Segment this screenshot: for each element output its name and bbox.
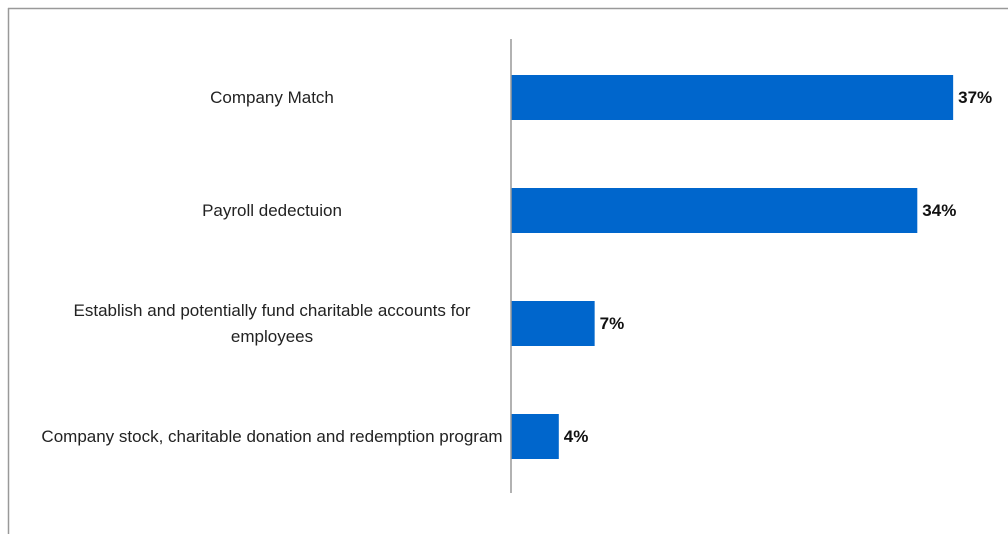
category-label: Company Match (210, 87, 334, 107)
category-label: Establish and potentially fund charitabl… (73, 300, 471, 346)
bar (511, 301, 595, 346)
category-label: Payroll dedectuion (202, 200, 342, 220)
value-label: 4% (563, 426, 589, 446)
bar (511, 75, 954, 120)
value-label: 7% (599, 313, 625, 333)
value-label: 34% (922, 200, 957, 220)
value-label: 37% (958, 87, 993, 107)
bar (511, 188, 918, 233)
category-label: Company stock, charitable donation and r… (41, 426, 503, 446)
bar (511, 414, 559, 459)
